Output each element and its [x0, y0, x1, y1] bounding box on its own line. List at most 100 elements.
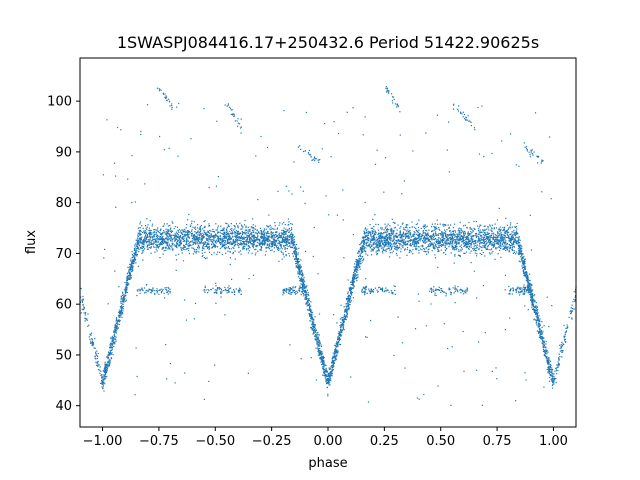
data-point — [441, 234, 443, 236]
data-point — [396, 240, 398, 242]
data-point — [486, 242, 488, 244]
data-point — [224, 231, 226, 233]
data-point — [206, 246, 208, 248]
data-point — [163, 239, 165, 241]
data-point — [439, 223, 441, 225]
data-point — [270, 226, 272, 228]
data-point — [267, 237, 269, 239]
data-point — [126, 275, 128, 277]
data-point — [261, 232, 264, 234]
data-point — [149, 220, 151, 222]
data-point — [236, 232, 238, 234]
data-point — [261, 233, 263, 235]
data-point — [219, 242, 222, 244]
data-point — [162, 241, 164, 243]
data-point — [320, 363, 323, 366]
data-point — [412, 234, 414, 236]
data-point — [175, 236, 177, 238]
data-point — [140, 237, 142, 239]
data-point — [138, 233, 140, 235]
data-point — [363, 248, 365, 250]
data-point — [301, 271, 303, 273]
data-point — [502, 248, 504, 250]
data-point — [104, 367, 106, 369]
data-point — [373, 236, 376, 238]
data-point — [409, 240, 412, 242]
data-point — [399, 227, 401, 229]
data-point — [408, 237, 410, 239]
data-point — [492, 244, 494, 246]
data-point — [323, 356, 325, 359]
data-point — [411, 239, 413, 241]
data-point — [488, 238, 490, 240]
data-point — [438, 240, 440, 242]
data-point — [382, 240, 384, 242]
data-point — [283, 256, 285, 258]
data-point — [390, 243, 392, 246]
data-point — [412, 253, 414, 255]
data-point — [389, 233, 391, 235]
data-point — [287, 224, 289, 226]
data-point — [549, 360, 552, 362]
data-point — [325, 369, 327, 371]
data-point — [349, 289, 351, 291]
data-point — [310, 308, 312, 310]
data-point — [343, 315, 345, 317]
data-point — [378, 242, 380, 244]
data-point — [422, 234, 424, 236]
data-point — [485, 248, 487, 250]
data-point — [440, 239, 442, 241]
data-point — [541, 336, 543, 338]
data-point — [113, 338, 115, 340]
data-point — [539, 318, 541, 320]
data-point — [237, 225, 239, 227]
data-point — [297, 263, 299, 266]
data-point — [247, 226, 249, 228]
data-point — [458, 240, 460, 242]
data-point — [268, 239, 270, 241]
data-point — [442, 235, 445, 237]
data-point — [199, 229, 201, 231]
data-point — [153, 241, 155, 243]
data-point — [458, 233, 460, 235]
data-point — [234, 232, 236, 234]
data-point — [259, 239, 261, 241]
data-point — [228, 237, 230, 239]
data-point — [424, 240, 426, 242]
data-point — [138, 251, 140, 253]
data-point — [506, 232, 508, 234]
data-point — [267, 244, 269, 246]
data-point — [457, 236, 459, 238]
data-point — [531, 291, 533, 293]
data-point — [363, 243, 365, 245]
data-point — [310, 314, 312, 316]
data-point — [426, 253, 428, 255]
data-point — [150, 231, 152, 233]
data-point — [411, 226, 413, 228]
data-point — [500, 232, 502, 234]
data-point — [472, 230, 474, 232]
data-point — [488, 236, 490, 238]
data-point — [293, 252, 296, 254]
data-point — [470, 239, 472, 241]
data-point — [273, 239, 275, 241]
data-point — [202, 235, 205, 237]
data-point — [423, 241, 425, 243]
data-point — [280, 235, 282, 237]
data-point — [418, 235, 420, 238]
data-point — [194, 238, 196, 240]
data-point — [541, 321, 543, 323]
data-point — [482, 252, 484, 254]
data-point — [102, 384, 104, 386]
data-point — [253, 226, 255, 229]
data-point — [412, 235, 414, 237]
data-point — [299, 273, 301, 275]
data-point — [325, 380, 327, 382]
data-point — [450, 242, 452, 244]
data-point — [249, 234, 251, 236]
data-point — [460, 249, 462, 251]
data-point — [249, 233, 251, 235]
data-point — [159, 241, 161, 243]
data-point — [415, 238, 417, 240]
data-point — [333, 360, 336, 362]
